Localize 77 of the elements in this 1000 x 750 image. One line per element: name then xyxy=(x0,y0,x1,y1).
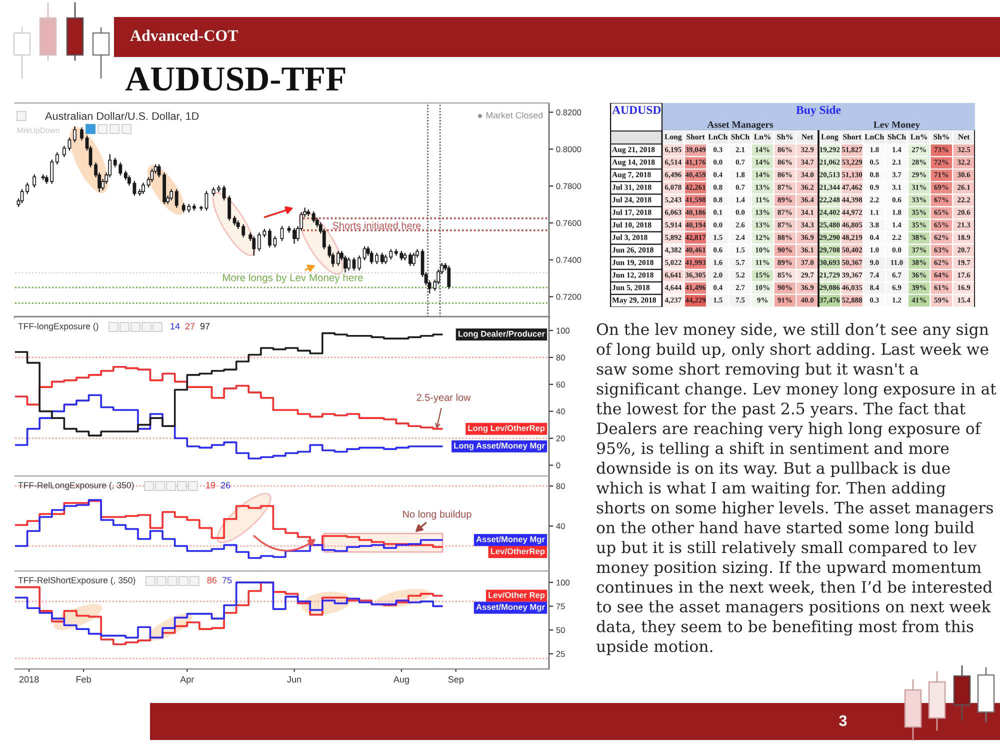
annotation: 2.5-year low xyxy=(416,394,471,403)
annotation: 19 xyxy=(206,482,216,488)
y-tick-label: 100 xyxy=(556,328,570,334)
y-tick-label: 0.7600 xyxy=(556,220,582,226)
candlestick xyxy=(447,266,451,289)
x-tick-label: Aug xyxy=(393,676,409,684)
y-tick-label: 80 xyxy=(556,354,565,361)
annotation: 97 xyxy=(200,323,210,330)
candlestick xyxy=(273,236,277,248)
y-tick-label: 0.8000 xyxy=(556,146,582,152)
text: Asset Managers xyxy=(707,121,774,130)
y-tick-label: 80 xyxy=(556,483,565,490)
text: Asset/Money Mgr xyxy=(476,536,545,544)
candlestick xyxy=(268,228,272,248)
candlestick xyxy=(170,189,174,200)
candlestick xyxy=(73,126,76,142)
annotation: 14 xyxy=(170,323,180,330)
annotation: Market Closed xyxy=(486,112,542,118)
y-tick-label: 0.7400 xyxy=(556,257,582,263)
annotation: No long buildup xyxy=(403,510,472,520)
text: Lev Money xyxy=(874,121,920,130)
candlestick xyxy=(408,252,412,266)
y-tick-label: 25 xyxy=(556,650,565,657)
y-tick-label: 0.7200 xyxy=(556,294,582,300)
x-tick-label: Sep xyxy=(448,676,464,684)
candlestick xyxy=(412,252,416,266)
y-tick-label: 75 xyxy=(556,603,565,610)
candlestick xyxy=(252,236,256,256)
text: On the lev money side, we still don’t see any sign of long build up, only short adding. Last week we saw some short removing but it wasn't a significant change. Lev money long exposure in at the lowest for the past 2.5 years. The fact that Dealers are reaching very high long exposure of 95%, is telling a shift in sentiment and more downside is on its way. But a pullback is due which is what I am waiting for. Then adding shorts on some higher levels. The asset managers on the other hand have started some long build up but it is still relatively small compared to lev money position sizing. If the upward momentum continues in the next week, then I’d be interested to see the asset managers positions on next week data, they seem to be benefiting most from this upside motion. xyxy=(596,323,996,656)
text: Lev/OtherRep xyxy=(490,548,545,556)
candlestick xyxy=(142,182,145,194)
ref-line-label: More longs by Lev Money here xyxy=(222,274,363,284)
candlestick xyxy=(80,127,84,140)
y-tick-label: 40 xyxy=(556,408,565,414)
candlestick xyxy=(26,182,30,194)
text: Asset/Money Mgr xyxy=(476,604,545,612)
series-label: Long Asset/Money Mgr xyxy=(454,442,545,450)
candlestick xyxy=(347,257,350,271)
text: TFF-RelShortExposure (, 350) xyxy=(18,576,136,586)
x-tick-label: Feb xyxy=(76,676,91,683)
candlestick xyxy=(32,174,36,188)
text: TFF-longExposure () xyxy=(18,322,98,332)
candlestick xyxy=(55,152,59,164)
chart-title: AUDUSD xyxy=(612,106,661,114)
annotation: 26 xyxy=(220,482,230,488)
text: 3 xyxy=(839,715,847,726)
y-tick-label: 0.8200 xyxy=(556,109,582,116)
y-tick-label: 40 xyxy=(556,523,565,530)
text: Long Lev/OtherRep xyxy=(468,424,545,433)
candlestick xyxy=(292,228,296,244)
candlestick xyxy=(312,211,316,223)
text: Australian Dollar/U.S. Dollar, 1D xyxy=(45,112,199,122)
candlestick xyxy=(380,252,384,264)
y-tick-label: 0.7800 xyxy=(556,183,582,190)
text: TFF-RelLongExposure (, 350) xyxy=(18,482,134,490)
text: Buy Side xyxy=(796,106,841,116)
annotation: 75 xyxy=(222,577,232,584)
annotation: 27 xyxy=(185,323,195,330)
x-tick-label: Apr xyxy=(180,676,194,684)
text: Advanced-COT xyxy=(130,30,238,41)
text: AUDUSD-TFF xyxy=(125,67,346,91)
y-tick-label: 60 xyxy=(556,382,565,388)
x-tick-label: Jun xyxy=(287,676,301,683)
text: Lev/Other Rep xyxy=(488,592,545,600)
series-label: Long Dealer/Producer xyxy=(458,330,545,338)
candlestick xyxy=(174,189,178,208)
annotation: 86 xyxy=(207,577,217,584)
candlestick xyxy=(358,256,362,271)
y-tick-label: 0 xyxy=(556,462,560,468)
y-tick-label: 100 xyxy=(556,580,570,586)
candlestick xyxy=(362,246,366,260)
x-tick-label: 2018 xyxy=(19,676,39,683)
y-tick-label: 20 xyxy=(556,435,565,442)
series-label: Shorts initiated here xyxy=(332,222,421,230)
candlestick xyxy=(217,185,220,192)
candlestick xyxy=(336,250,340,266)
y-tick-label: 50 xyxy=(556,627,565,634)
